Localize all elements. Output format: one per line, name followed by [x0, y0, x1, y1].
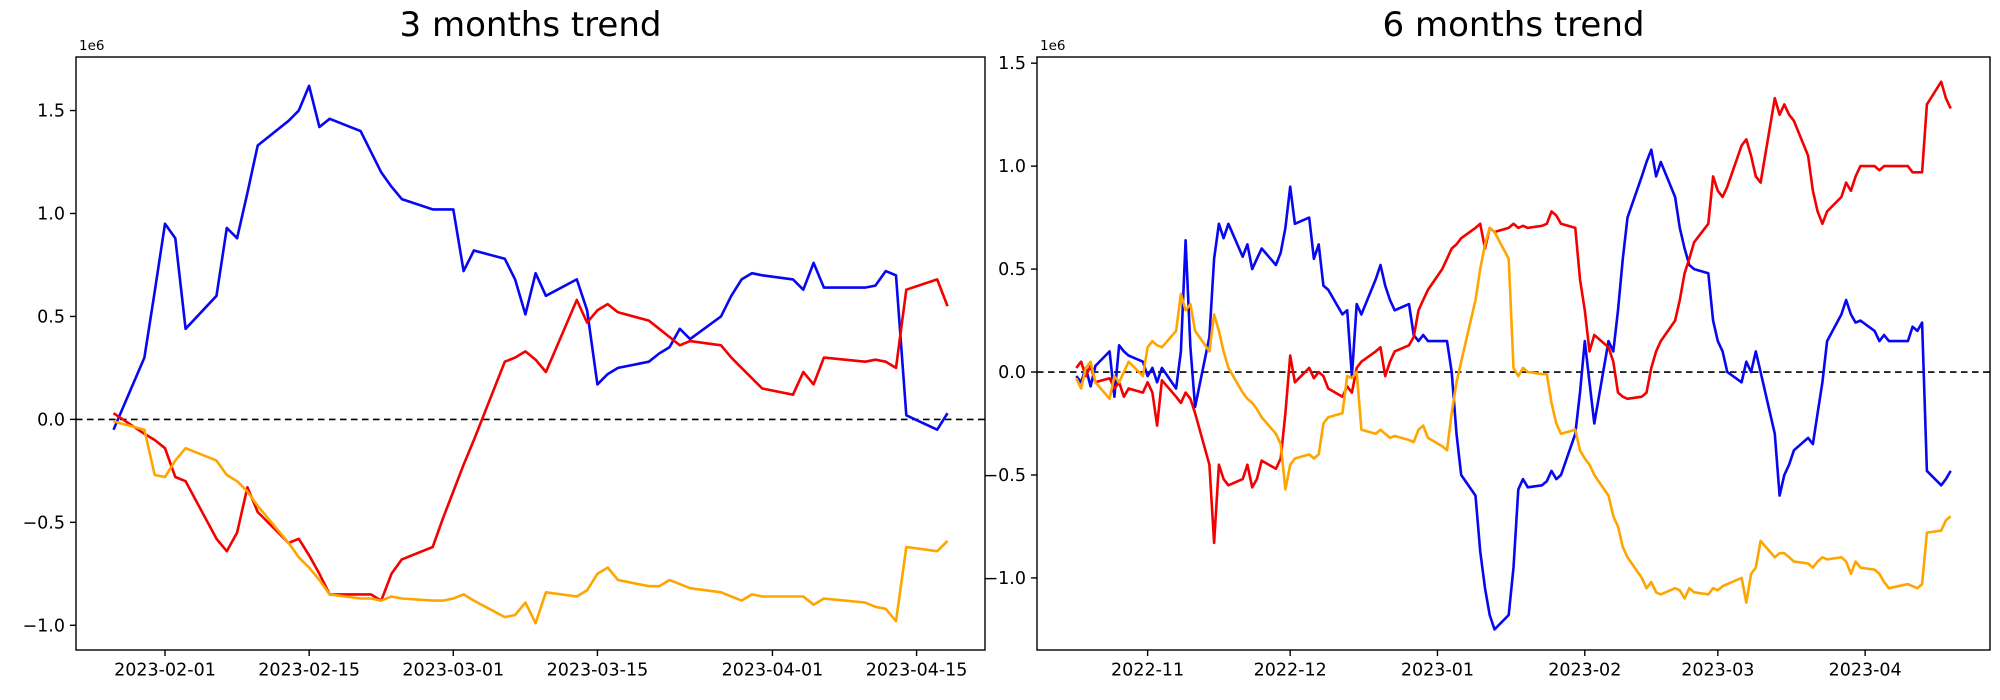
y-tick-label: 1.0: [998, 157, 1026, 177]
series-line-red: [1075, 80, 1952, 545]
x-tick-label: 2023-03-15: [547, 661, 649, 681]
series-line-red: [112, 278, 949, 602]
x-tick-label: 2022-12: [1254, 661, 1327, 681]
left-y-axis-offset-label: 1e6: [79, 38, 105, 54]
y-tick-label: 0.5: [998, 260, 1026, 280]
y-tick-label: 0.0: [37, 410, 65, 430]
y-tick-label: −0.5: [984, 466, 1027, 486]
y-tick-label: −1.0: [23, 616, 66, 636]
x-axis: 2023-02-01 2023-02-15 2023-03-01 2023-03-15…: [114, 650, 967, 681]
panel-left: 1.5 1.0 0.5 0.0 −0.5 −1.0 2023-02-01 2023-02-15…: [23, 56, 986, 681]
series-line-orange: [1075, 226, 1952, 604]
y-tick-label: 0.0: [998, 363, 1026, 383]
y-tick-label: 1.5: [37, 102, 65, 122]
x-tick-label: 2023-02-01: [114, 661, 216, 681]
x-tick-label: 2023-01: [1401, 661, 1474, 681]
x-tick-label: 2023-03: [1681, 661, 1754, 681]
x-tick-label: 2023-04-15: [866, 661, 968, 681]
y-tick-label: −1.0: [984, 569, 1027, 589]
right-chart-title: 6 months trend: [1382, 5, 1645, 45]
series-line-orange: [113, 420, 949, 625]
y-axis: 1.5 1.0 0.5 0.0 −0.5 −1.0: [23, 102, 76, 636]
x-tick-label: 2023-02-15: [258, 661, 360, 681]
series-line-blue: [1075, 148, 1952, 631]
axes-spines: [1036, 56, 1991, 651]
axes-spines: [75, 56, 986, 651]
y-tick-label: 1.0: [37, 204, 65, 224]
x-tick-label: 2023-02: [1548, 661, 1621, 681]
x-tick-label: 2022-11: [1111, 661, 1184, 681]
y-tick-label: 1.5: [998, 54, 1026, 74]
x-tick-label: 2023-04-01: [722, 661, 824, 681]
right-y-axis-offset-label: 1e6: [1040, 38, 1066, 54]
panel-right: 1.5 1.0 0.5 0.0 −0.5 −1.0 2022-11 2022-12 2023-0…: [984, 54, 1991, 681]
left-chart-title: 3 months trend: [399, 5, 662, 45]
y-axis: 1.5 1.0 0.5 0.0 −0.5 −1.0: [984, 54, 1037, 589]
x-tick-label: 2023-04: [1829, 661, 1902, 681]
y-tick-label: −0.5: [23, 513, 66, 533]
y-tick-label: 0.5: [37, 307, 65, 327]
x-axis: 2022-11 2022-12 2023-01 2023-02 2023-03 2023-…: [1111, 650, 1902, 681]
series-line-blue: [112, 84, 949, 432]
x-tick-label: 2023-03-01: [402, 661, 504, 681]
